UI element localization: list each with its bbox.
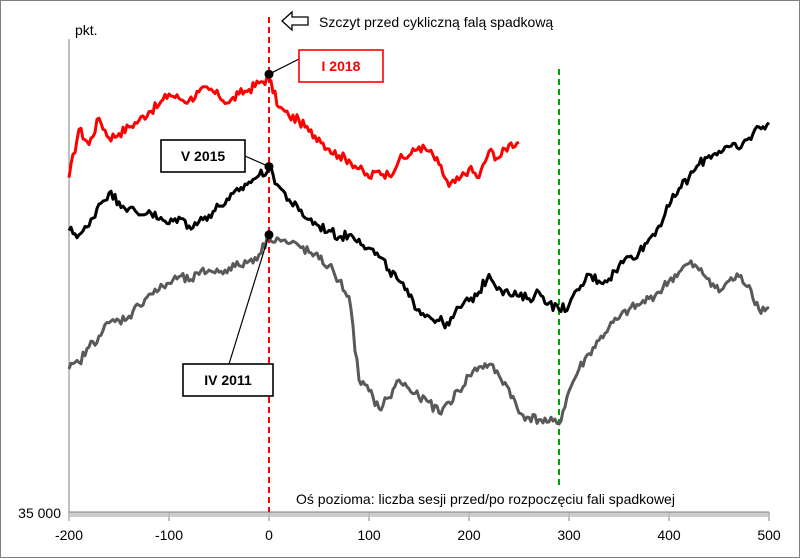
marker-label-box bbox=[160, 139, 246, 173]
x-tick-label: 200 bbox=[457, 527, 481, 543]
series-group bbox=[67, 75, 771, 426]
x-axis-minor-ticks bbox=[68, 512, 770, 517]
marker-leader-line bbox=[268, 58, 300, 75]
marker-label: IV 2011 bbox=[204, 372, 252, 388]
peak-markers: I 2018 V 2015 IV 2011 bbox=[160, 49, 384, 397]
peak-note: Szczyt przed cykliczną falą spadkową bbox=[319, 14, 553, 30]
marker-leader-line bbox=[228, 234, 270, 365]
x-tick-label: 0 bbox=[265, 527, 273, 543]
series-line bbox=[67, 121, 771, 330]
x-axis-major-ticks bbox=[68, 512, 770, 521]
marker-label-box bbox=[182, 363, 274, 397]
x-tick-label: -200 bbox=[55, 527, 83, 543]
peak-marker bbox=[264, 162, 274, 172]
x-tick-label: 100 bbox=[357, 527, 381, 543]
peak-marker bbox=[264, 230, 274, 240]
y-tick-label: 35 000 bbox=[18, 505, 61, 521]
x-tick-label: -100 bbox=[155, 527, 183, 543]
x-axis-label: Oś pozioma: liczba sesji przed/po rozpoc… bbox=[296, 491, 675, 507]
marker-label: V 2015 bbox=[181, 148, 226, 164]
y-axis-label: pkt. bbox=[75, 22, 98, 38]
x-tick-label: 500 bbox=[757, 527, 781, 543]
x-tick-labels: -200 -100 0 100 200 300 400 500 bbox=[55, 527, 781, 543]
marker-label: I 2018 bbox=[322, 58, 361, 74]
peak-marker bbox=[264, 69, 274, 79]
series-line bbox=[67, 235, 770, 426]
x-tick-label: 300 bbox=[557, 527, 581, 543]
x-tick-label: 400 bbox=[657, 527, 681, 543]
left-arrow-icon bbox=[281, 10, 309, 32]
marker-label-box bbox=[298, 49, 384, 83]
series-line bbox=[67, 75, 520, 188]
